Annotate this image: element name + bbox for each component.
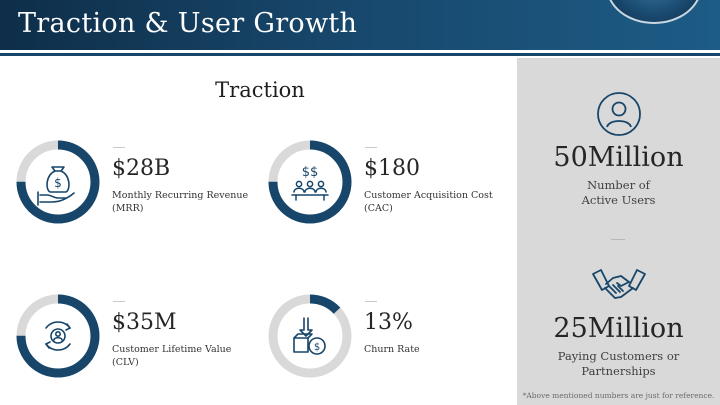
progress-ring: $	[268, 294, 352, 378]
metric-value: $28B	[112, 156, 171, 181]
progress-ring	[16, 294, 100, 378]
metric-value: $35M	[112, 310, 177, 335]
money-bag-hand-icon: $	[37, 166, 75, 206]
svg-text:$: $	[314, 342, 320, 353]
active-users-label: Number of Active Users	[581, 178, 656, 207]
paying-customers-label: Paying Customers or Partnerships	[557, 349, 680, 378]
metric-label: Customer Lifetime Value (CLV)	[112, 344, 232, 368]
metric-value: 13%	[364, 310, 413, 335]
user-icon	[597, 92, 641, 136]
lifecycle-user-icon	[44, 321, 72, 351]
customer-acquisition-icon: $$	[291, 165, 329, 201]
svg-text:$: $	[54, 176, 62, 190]
active-users-value: 50Million	[553, 142, 684, 173]
metric-divider	[365, 301, 377, 302]
header-bar: Traction & User Growth	[0, 0, 720, 50]
progress-ring: $$	[268, 140, 352, 224]
metric-label: Customer Acquisition Cost (CAC)	[364, 190, 493, 214]
metric-divider	[113, 147, 125, 148]
metric-cac: $$ $180 Customer Acquisition Cost (CAC)	[268, 140, 518, 230]
decorative-orb	[606, 0, 702, 24]
metric-label: Churn Rate	[364, 344, 420, 355]
section-title: Traction	[215, 78, 305, 102]
metric-clv: $35M Customer Lifetime Value (CLV)	[16, 294, 266, 384]
handshake-icon	[592, 269, 646, 299]
progress-ring: $	[16, 140, 100, 224]
page-title: Traction & User Growth	[18, 8, 358, 39]
user-stats-panel: 50Million Number of Active Users 25Milli…	[517, 58, 720, 405]
metric-churn: $ 13% Churn Rate	[268, 294, 518, 384]
churn-box-icon: $	[293, 317, 326, 355]
panel-divider	[611, 239, 625, 240]
metric-divider	[113, 301, 125, 302]
metric-value: $180	[364, 156, 420, 181]
reference-note: *Above mentioned numbers are just for re…	[522, 391, 715, 400]
metric-divider	[365, 147, 377, 148]
metric-mrr: $ $28B Monthly Recurring Revenue (MRR)	[16, 140, 266, 230]
header-divider-dark	[0, 53, 720, 56]
metric-label: Monthly Recurring Revenue (MRR)	[112, 190, 249, 214]
header-divider-light	[0, 50, 720, 53]
paying-customers-value: 25Million	[553, 313, 684, 344]
svg-text:$$: $$	[302, 165, 319, 180]
